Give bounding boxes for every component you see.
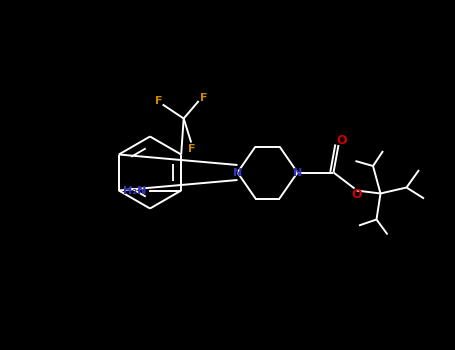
Text: F: F	[200, 93, 207, 103]
Text: O: O	[336, 133, 347, 147]
Text: F: F	[155, 97, 162, 106]
Text: O: O	[351, 188, 362, 201]
Text: F: F	[188, 144, 196, 154]
Text: N: N	[293, 168, 302, 177]
Text: H₂N: H₂N	[123, 186, 147, 196]
Text: N: N	[233, 168, 242, 177]
